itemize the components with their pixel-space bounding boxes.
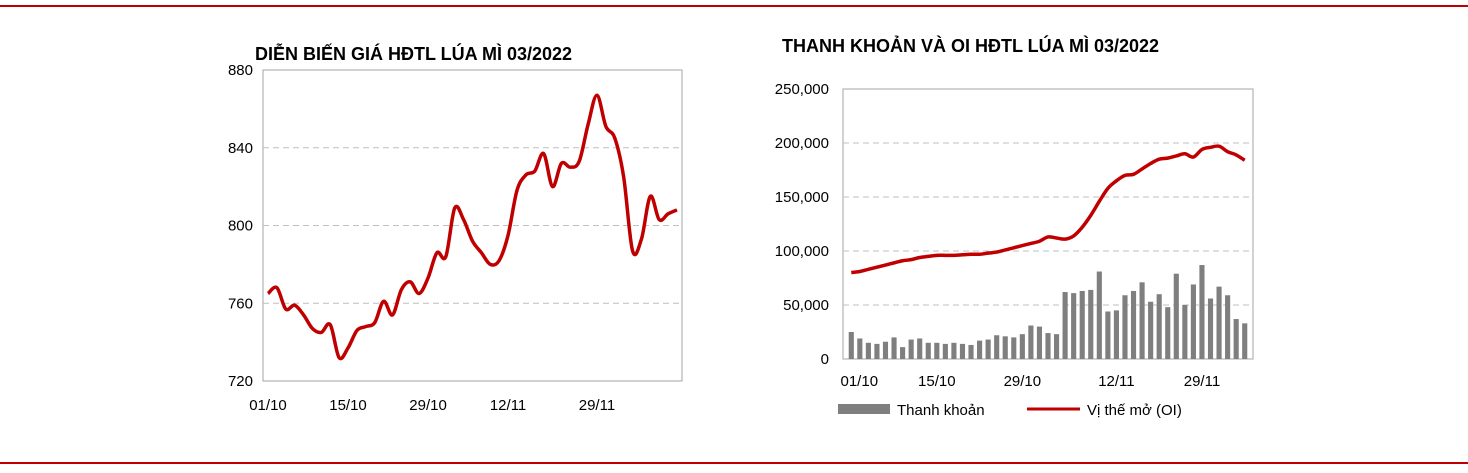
volume-bar: [1242, 323, 1248, 359]
volume-bar: [1233, 319, 1239, 359]
volume-bar: [968, 344, 974, 359]
price-y-tick-label: 800: [228, 218, 253, 235]
price-x-tick-label: 12/11: [490, 397, 526, 414]
volume-oi-x-tick-label: 15/10: [918, 373, 956, 390]
volume-bar: [1036, 326, 1043, 359]
volume-bar: [1225, 295, 1231, 359]
volume-oi-chart-title: THANH KHOẢN VÀ OI HĐTL LÚA MÌ 03/2022: [782, 35, 1159, 56]
volume-bar: [1122, 295, 1128, 359]
price-line: [266, 93, 678, 361]
volume-bar: [908, 339, 914, 359]
top-divider-rule: [0, 5, 1468, 7]
volume-bar: [1002, 336, 1008, 359]
volume-bar: [1062, 292, 1068, 359]
price-y-tick-label: 880: [228, 62, 253, 79]
volume-bar: [934, 342, 940, 359]
volume-bar: [925, 342, 931, 359]
volume-bar: [1182, 305, 1188, 359]
price-x-tick-label: 29/10: [409, 397, 447, 414]
volume-bar: [848, 332, 854, 359]
volume-bar: [977, 340, 983, 359]
volume-bar: [1088, 289, 1094, 359]
volume-oi-y-tick-label: 0: [821, 351, 829, 368]
volume-oi-x-tick-label: 01/10: [841, 373, 879, 390]
volume-bar: [1113, 310, 1119, 359]
price-chart-title: DIỄN BIẾN GIÁ HĐTL LÚA MÌ 03/2022: [255, 43, 572, 64]
volume-oi-y-tick-label: 250,000: [775, 81, 829, 98]
volume-bar: [1156, 294, 1162, 359]
volume-bar: [1028, 325, 1034, 359]
volume-oi-y-tick-label: 200,000: [775, 135, 829, 152]
legend-volume-label: Thanh khoản: [897, 402, 985, 419]
volume-oi-x-tick-label: 29/11: [1184, 373, 1220, 390]
legend-oi-label: Vị thế mở (OI): [1087, 402, 1182, 419]
volume-bar: [1105, 311, 1111, 359]
price-chart-y-axis: 880 840 800 760 720: [228, 62, 253, 390]
volume-oi-x-tick-label: 12/11: [1098, 373, 1134, 390]
volume-bar: [942, 343, 948, 359]
price-x-tick-label: 15/10: [329, 397, 367, 414]
volume-bar: [1096, 271, 1102, 359]
price-y-tick-label: 720: [228, 373, 253, 390]
volume-bar: [1071, 293, 1077, 359]
oi-line: [851, 144, 1246, 275]
price-x-tick-label: 29/11: [579, 397, 615, 414]
volume-bar: [874, 343, 880, 359]
price-y-tick-label: 760: [228, 295, 253, 312]
volume-bar: [1053, 334, 1060, 359]
volume-bar: [882, 341, 889, 359]
volume-bar: [1207, 298, 1214, 359]
volume-oi-y-tick-label: 50,000: [783, 297, 829, 314]
volume-bar: [1165, 307, 1171, 359]
volume-bar: [951, 342, 957, 359]
volume-oi-chart-gridlines: [843, 142, 1253, 306]
volume-bar: [1139, 282, 1145, 359]
volume-bar: [985, 339, 991, 359]
volume-bar: [891, 337, 897, 359]
volume-bar: [1011, 337, 1017, 359]
volume-bar: [1173, 273, 1179, 359]
volume-oi-chart-x-axis: 01/10 15/10 29/10 12/11 29/11: [841, 373, 1221, 390]
volume-oi-legend: Thanh khoản Vị thế mở (OI): [838, 402, 1182, 419]
volume-oi-y-tick-label: 150,000: [775, 189, 829, 206]
volume-bar: [1079, 290, 1085, 359]
legend-volume-swatch: [838, 404, 890, 414]
volume-bar: [1130, 290, 1137, 359]
price-chart-x-axis: 01/10 15/10 29/10 12/11 29/11: [249, 397, 615, 414]
price-chart-gridlines: [263, 147, 682, 304]
price-chart-series: [266, 93, 678, 361]
bottom-divider-rule: [0, 462, 1468, 464]
volume-oi-y-tick-label: 100,000: [775, 243, 829, 260]
volume-bar: [1019, 334, 1025, 359]
volume-oi-chart-y-axis: 250,000 200,000 150,000 100,000 50,000 0: [775, 81, 829, 368]
volume-bar: [857, 338, 863, 359]
volume-bars: [848, 265, 1248, 359]
volume-bar: [1190, 284, 1196, 359]
volume-bar: [1045, 333, 1051, 359]
volume-bar: [1199, 265, 1205, 359]
volume-bar: [917, 338, 923, 359]
volume-bar: [865, 342, 871, 359]
price-y-tick-label: 840: [228, 140, 253, 157]
price-x-tick-label: 01/10: [249, 397, 287, 414]
volume-bar: [959, 343, 966, 359]
volume-bar: [900, 347, 906, 359]
volume-oi-x-tick-label: 29/10: [1004, 373, 1042, 390]
volume-bar: [1216, 286, 1222, 359]
volume-bar: [1148, 301, 1154, 359]
oi-line-series: [851, 144, 1246, 275]
volume-bar: [994, 335, 1000, 359]
